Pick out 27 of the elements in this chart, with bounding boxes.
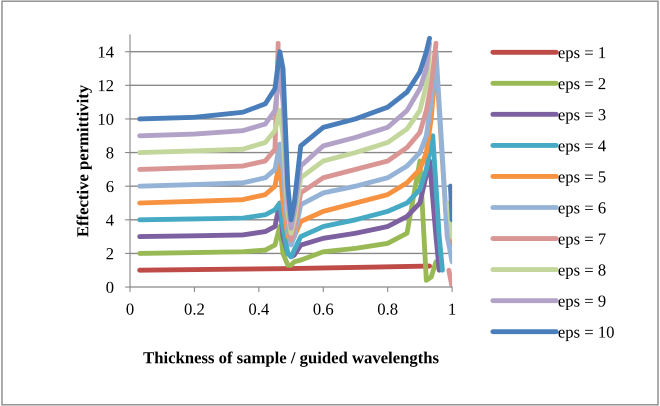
legend-label: eps = 6 [558,202,606,217]
legend-label: eps = 1 [558,47,606,62]
x-tick-label: 0.8 [378,303,398,315]
legend-label: eps = 5 [558,171,606,186]
x-tick-label: 1 [449,304,456,315]
y-tick-label: 0 [106,282,114,293]
legend-label: eps = 2 [558,78,606,93]
legend-label: eps = 4 [558,140,606,155]
x-tick-label: 0.6 [313,303,334,315]
x-tick-label: 0.4 [249,303,270,315]
x-tick-label: 0 [126,303,134,315]
line-series [137,133,445,273]
legend-label: eps = 10 [558,326,614,342]
y-tick-label: 10 [98,114,114,125]
y-axis-title: Effective permittivity [76,85,92,237]
legend-label: eps = 7 [558,233,606,248]
y-tick-label: 8 [106,147,114,159]
x-axis-title: Thickness of sample / guided wavelengths [143,351,439,367]
y-tick-label: 12 [98,80,114,92]
legend-label: eps = 8 [558,264,606,279]
y-tick-label: 2 [106,248,114,260]
y-tick-label: 4 [106,214,114,226]
legend-label: eps = 3 [558,109,606,124]
x-tick-label: 0.2 [184,303,204,315]
legend-label: eps = 9 [558,295,606,310]
y-tick-label: 6 [106,180,114,192]
y-tick-label: 14 [98,46,114,58]
